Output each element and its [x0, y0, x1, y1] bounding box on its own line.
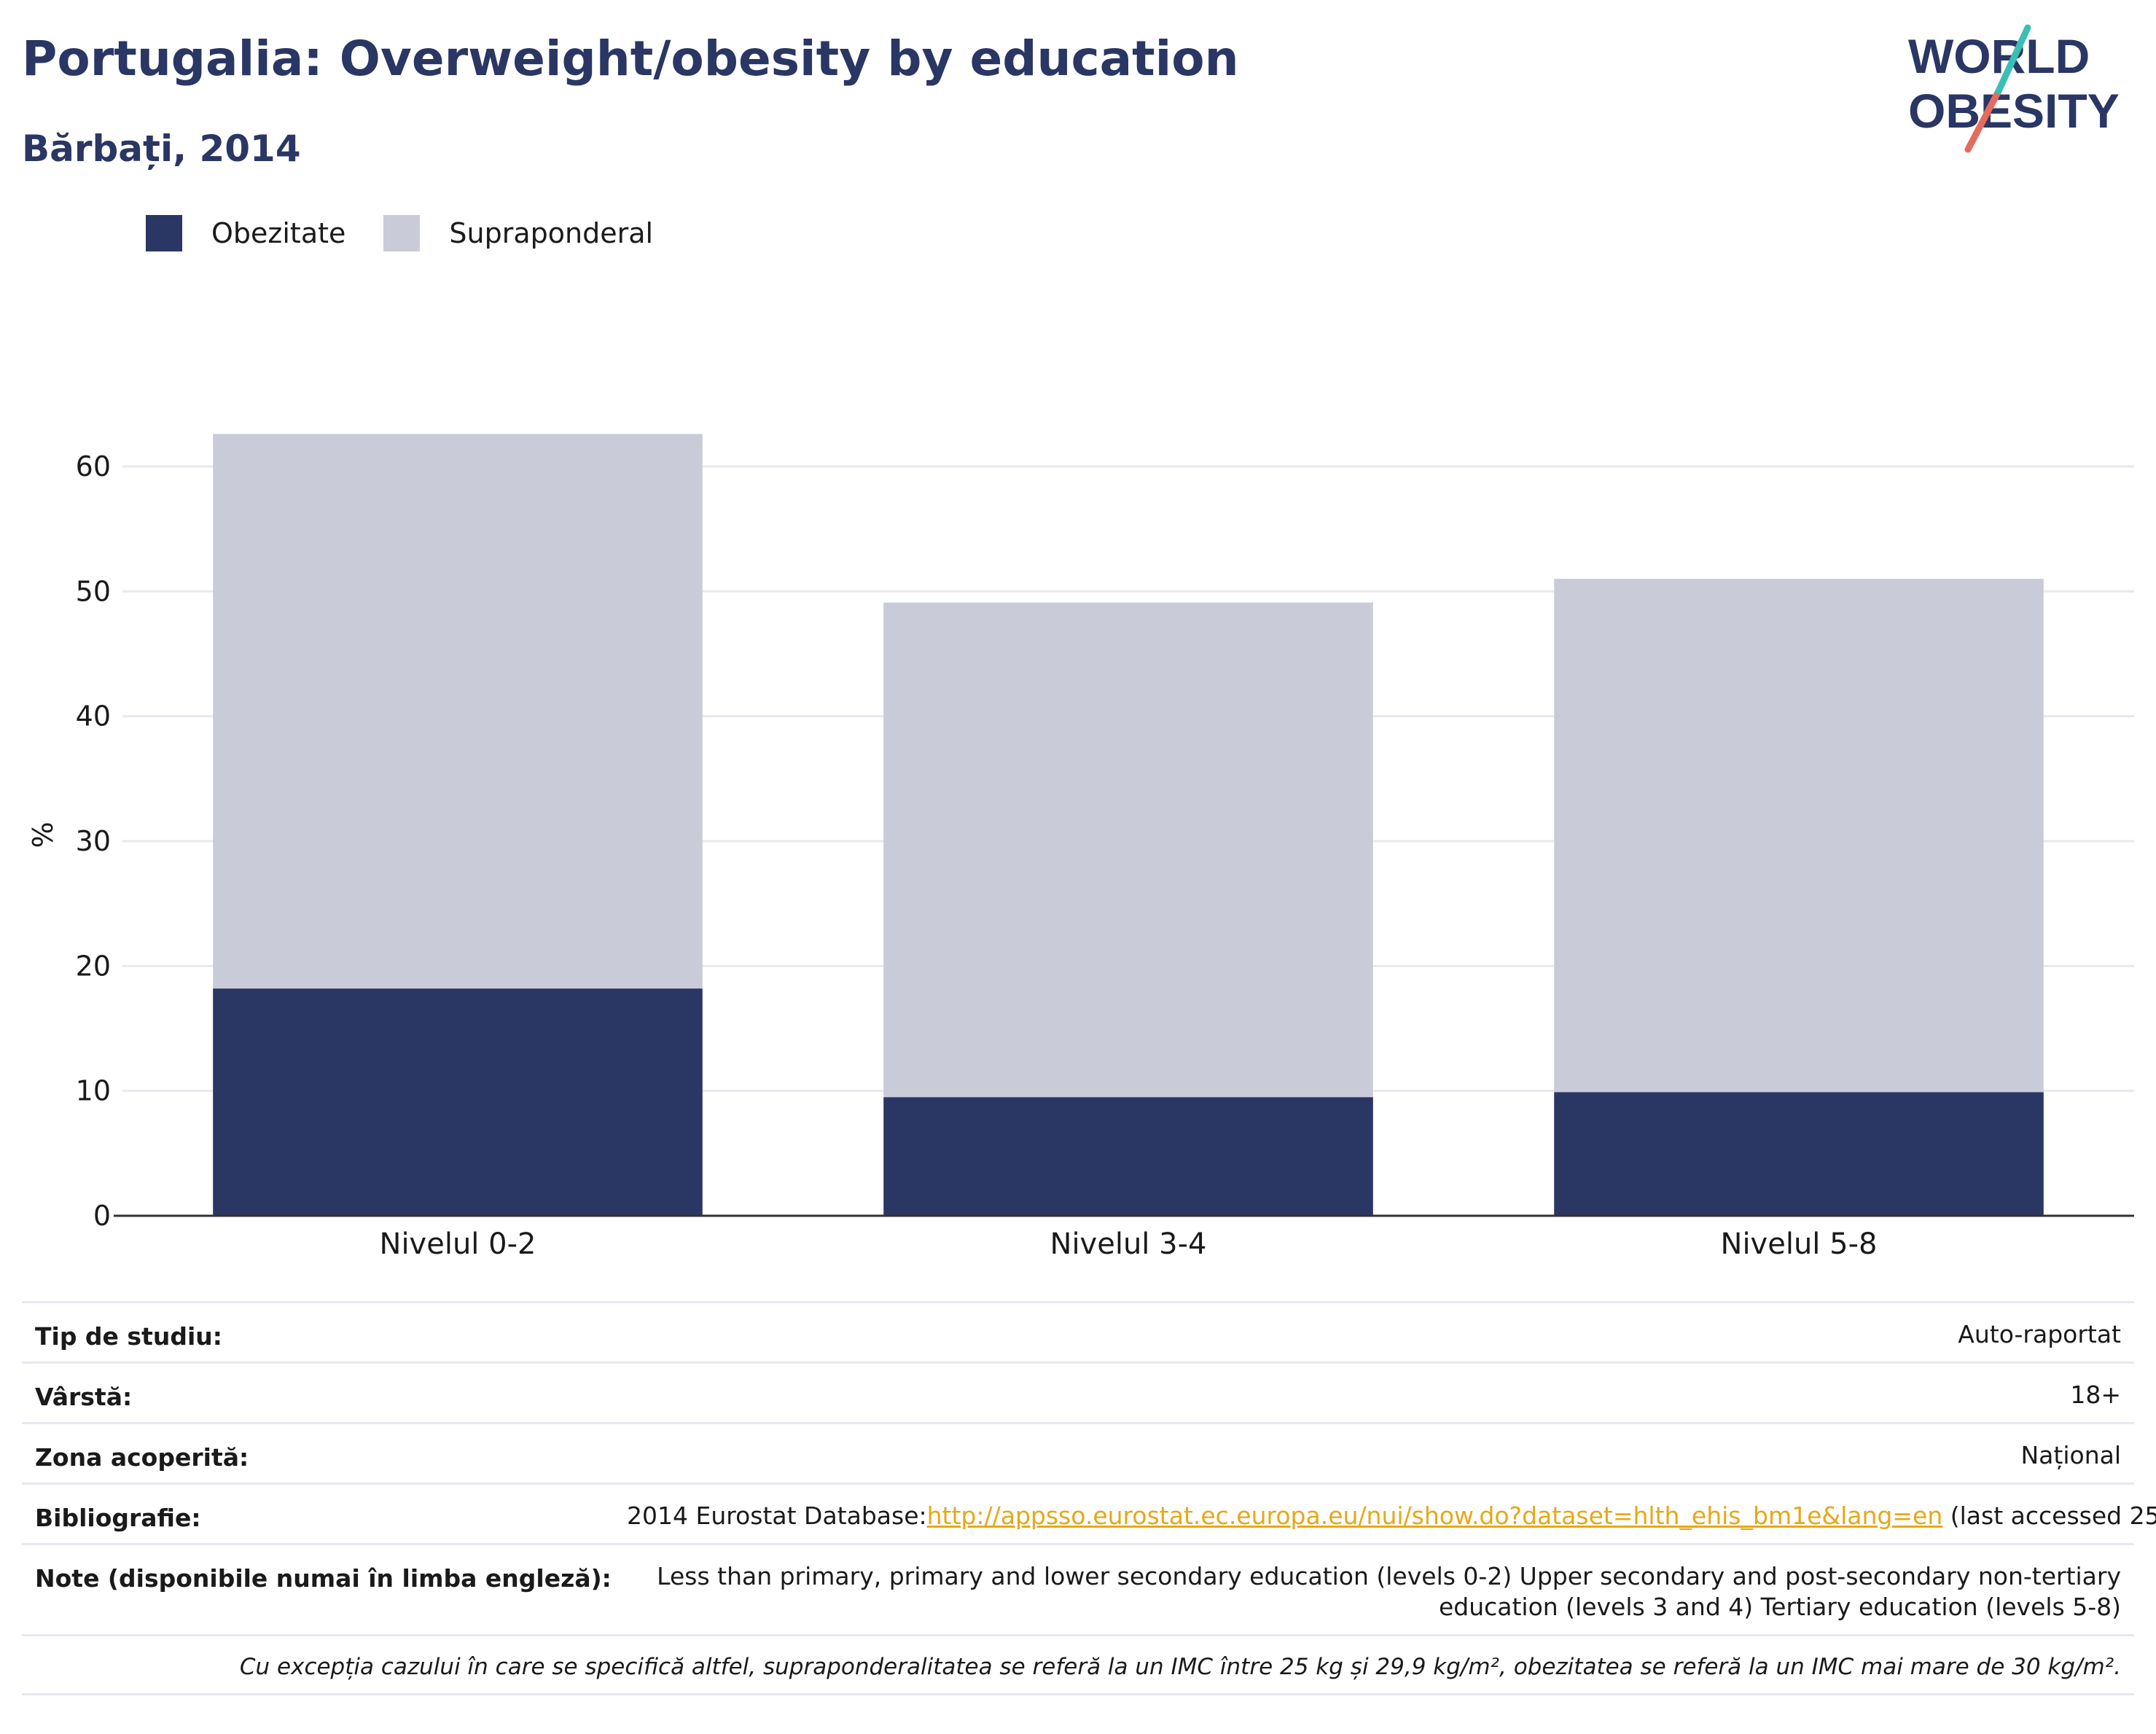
x-tick-label: Nivelul 5-8 — [1721, 1227, 1878, 1261]
bibliography-value: 2014 Eurostat Database:http://appsso.eur… — [627, 1501, 2156, 1531]
y-tick-label: 30 — [76, 825, 111, 857]
info-row-age: Vârstă: 18+ — [22, 1362, 2134, 1422]
bibliography-suffix: (last accessed 25.08.20) — [1950, 1501, 2156, 1530]
info-row-notes: Note (disponibile numai în limba engleză… — [22, 1543, 2134, 1634]
info-key: Note (disponibile numai în limba engleză… — [35, 1564, 612, 1593]
x-tick-label: Nivelul 0-2 — [380, 1227, 536, 1261]
bar-obezitate-3[interactable] — [1554, 1092, 2044, 1216]
page-subtitle: Bărbați, 2014 — [22, 128, 301, 170]
svg-text:OBESITY: OBESITY — [1908, 84, 2120, 138]
y-tick-label: 20 — [76, 950, 111, 982]
legend-swatch-obezitate — [146, 215, 182, 251]
x-tick-label: Nivelul 3-4 — [1050, 1227, 1207, 1261]
bibliography-link[interactable]: http://appsso.eurostat.ec.europa.eu/nui/… — [926, 1501, 1943, 1530]
legend-label: Supraponderal — [449, 217, 654, 249]
info-key: Bibliografie: — [35, 1504, 201, 1532]
bar-supraponderal-2[interactable] — [883, 602, 1373, 1098]
svg-text:WORLD: WORLD — [1908, 29, 2090, 83]
legend-label: Obezitate — [211, 217, 346, 249]
page-title: Portugalia: Overweight/obesity by educat… — [22, 31, 1239, 87]
info-value: 18+ — [2070, 1380, 2121, 1409]
info-key: Vârstă: — [35, 1383, 133, 1411]
info-key: Zona acoperită: — [35, 1443, 249, 1472]
info-value: Auto-raportat — [1958, 1320, 2121, 1348]
info-row-study-type: Tip de studiu: Auto-raportat — [22, 1301, 2134, 1362]
y-tick-label: 10 — [76, 1075, 111, 1107]
info-key: Tip de studiu: — [35, 1322, 222, 1351]
bar-obezitate-2[interactable] — [883, 1097, 1373, 1216]
y-axis-label: % — [27, 821, 59, 848]
chart-legend: Obezitate Supraponderal — [146, 215, 691, 251]
legend-item-supraponderal[interactable]: Supraponderal — [383, 215, 653, 251]
bar-supraponderal-3[interactable] — [1554, 579, 2044, 1093]
info-value: Național — [2020, 1441, 2121, 1469]
legend-swatch-supraponderal — [383, 215, 421, 251]
y-tick-label: 50 — [76, 575, 111, 607]
info-row-coverage: Zona acoperită: Național — [22, 1422, 2134, 1483]
bibliography-prefix: 2014 Eurostat Database: — [627, 1501, 927, 1530]
world-obesity-logo: WORLD OBESITY — [1908, 24, 2120, 153]
y-tick-label: 40 — [76, 700, 111, 733]
bar-obezitate-1[interactable] — [213, 988, 703, 1216]
y-tick-label: 60 — [76, 450, 111, 483]
y-tick-label: 0 — [93, 1200, 111, 1232]
footnote: Cu excepția cazului în care se specifică… — [22, 1634, 2134, 1695]
notes-value: Less than primary, primary and lower sec… — [657, 1562, 2121, 1621]
bar-supraponderal-1[interactable] — [213, 434, 703, 989]
bar-chart: 0 10 20 30 40 50 60% Nivelul 0-2 Nivelul 3-4 Nive… — [27, 434, 2134, 1261]
info-row-bibliography: Bibliografie: 2014 Eurostat Database:htt… — [22, 1483, 2156, 1543]
legend-item-obezitate[interactable]: Obezitate — [146, 215, 345, 251]
study-info-table: Tip de studiu: Auto-raportat Vârstă: 18+… — [22, 1301, 2156, 1695]
